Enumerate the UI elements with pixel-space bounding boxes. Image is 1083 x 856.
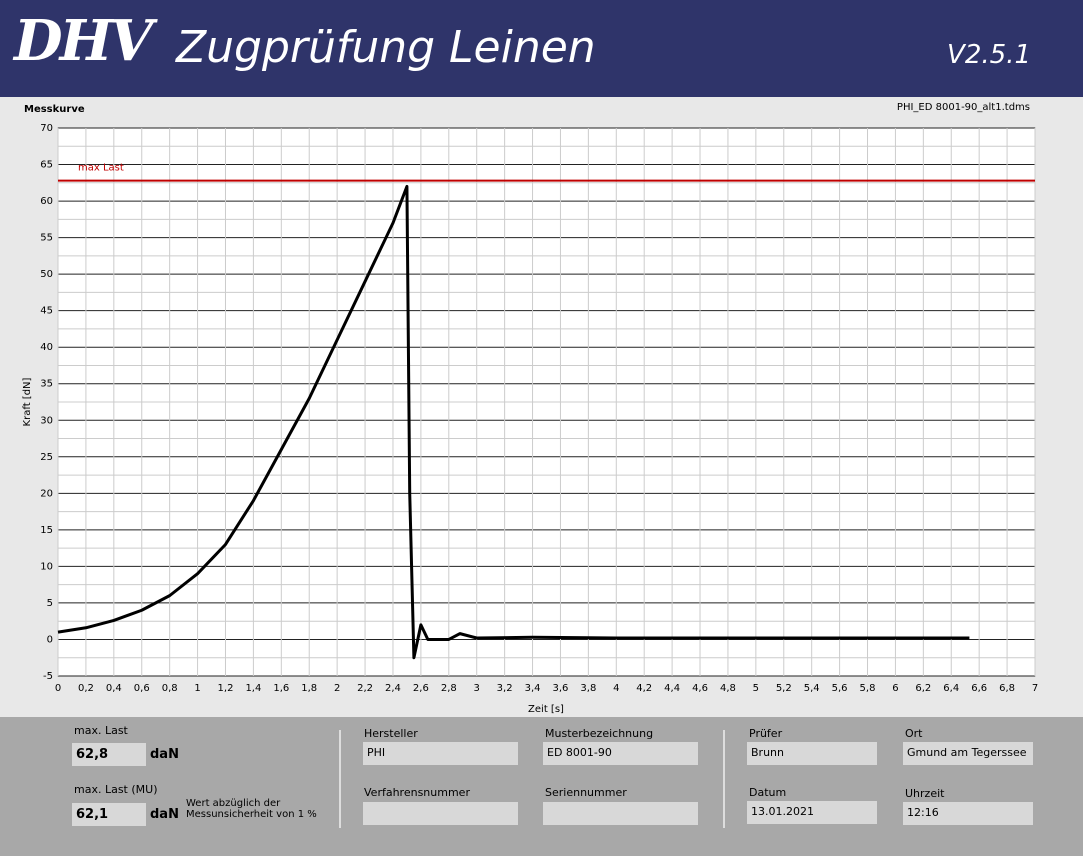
x-tick-label: 6,6 xyxy=(971,683,987,694)
x-tick-label: 0 xyxy=(55,683,61,694)
field-value: 62,8 xyxy=(72,743,146,766)
y-tick-label: 50 xyxy=(40,269,53,280)
version: V2.5.1 xyxy=(947,40,1031,70)
field-value: Brunn xyxy=(747,742,877,765)
chart-panel: Messkurve PHI_ED 8001-90_alt1.tdms Zeit … xyxy=(0,97,1083,717)
x-tick-label: 1,4 xyxy=(245,683,261,694)
x-tick-label: 3,8 xyxy=(580,683,596,694)
field-label: Hersteller xyxy=(364,727,418,740)
y-axis-label: Kraft [dN] xyxy=(22,377,33,426)
field-label: Musterbezeichnung xyxy=(545,727,654,740)
x-tick-label: 1 xyxy=(194,683,200,694)
y-tick-label: 55 xyxy=(40,233,53,244)
field-label: Uhrzeit xyxy=(905,787,945,800)
y-tick-label: 60 xyxy=(40,196,53,207)
field-value: 62,1 xyxy=(72,803,146,826)
field-label: max. Last (MU) xyxy=(74,783,158,796)
x-tick-label: 4,6 xyxy=(692,683,708,694)
field-label: Verfahrensnummer xyxy=(364,786,470,799)
y-tick-label: 25 xyxy=(40,452,53,463)
x-axis-label: Zeit [s] xyxy=(528,704,564,715)
x-tick-label: 4 xyxy=(613,683,619,694)
logo: DHV xyxy=(14,8,153,74)
y-tick-label: 20 xyxy=(40,488,53,499)
field-value xyxy=(543,802,698,825)
field-label: Prüfer xyxy=(749,727,783,740)
separator xyxy=(339,730,341,828)
y-tick-label: 65 xyxy=(40,160,53,171)
x-tick-label: 0,6 xyxy=(134,683,150,694)
x-tick-label: 4,2 xyxy=(636,683,652,694)
header: DHV Zugprüfung Leinen V2.5.1 xyxy=(0,0,1083,97)
x-tick-label: 1,2 xyxy=(218,683,234,694)
x-tick-label: 3,2 xyxy=(497,683,513,694)
chart-title: Messkurve xyxy=(24,104,85,115)
x-tick-label: 3,4 xyxy=(525,683,541,694)
x-tick-label: 2,6 xyxy=(413,683,429,694)
y-tick-label: 15 xyxy=(40,525,53,536)
y-tick-label: 35 xyxy=(40,379,53,390)
y-tick-label: 5 xyxy=(47,598,53,609)
file-name: PHI_ED 8001-90_alt1.tdms xyxy=(897,102,1030,113)
x-tick-label: 4,4 xyxy=(664,683,680,694)
field-label: Datum xyxy=(749,786,787,799)
field-label: Seriennummer xyxy=(545,786,627,799)
x-tick-label: 2,4 xyxy=(385,683,401,694)
x-tick-label: 5,2 xyxy=(776,683,792,694)
x-tick-label: 1,6 xyxy=(273,683,289,694)
field-label: max. Last xyxy=(74,724,128,737)
x-tick-label: 7 xyxy=(1032,683,1038,694)
y-tick-label: 10 xyxy=(40,561,53,572)
y-tick-label: 0 xyxy=(47,634,53,645)
x-tick-label: 6 xyxy=(892,683,898,694)
x-tick-label: 0,8 xyxy=(162,683,178,694)
note: Wert abzüglich der Messunsicherheit von … xyxy=(186,798,317,820)
field-value: ED 8001-90 xyxy=(543,742,698,765)
x-tick-label: 6,4 xyxy=(943,683,959,694)
field-value: PHI xyxy=(363,742,518,765)
y-tick-label: 30 xyxy=(40,415,53,426)
x-tick-label: 2,8 xyxy=(441,683,457,694)
x-tick-label: 3,6 xyxy=(553,683,569,694)
x-tick-label: 0,2 xyxy=(78,683,94,694)
force-curve xyxy=(57,184,970,660)
x-tick-label: 5,4 xyxy=(804,683,820,694)
field-label: Ort xyxy=(905,727,923,740)
x-tick-label: 6,8 xyxy=(999,683,1015,694)
x-tick-label: 5 xyxy=(753,683,759,694)
chart: Messkurve PHI_ED 8001-90_alt1.tdms Zeit … xyxy=(22,102,1038,715)
separator xyxy=(723,730,725,828)
y-tick-label: 70 xyxy=(40,123,53,134)
field-value: 12:16 xyxy=(903,802,1033,825)
x-tick-label: 1,8 xyxy=(301,683,317,694)
app-title: Zugprüfung Leinen xyxy=(176,22,596,73)
x-tick-label: 3 xyxy=(474,683,480,694)
y-tick-label: -5 xyxy=(43,671,53,682)
field-value: 13.01.2021 xyxy=(747,801,877,824)
field-value xyxy=(363,802,518,825)
annotation: max Last xyxy=(78,163,124,174)
x-tick-label: 5,8 xyxy=(860,683,876,694)
x-tick-label: 2,2 xyxy=(357,683,373,694)
x-tick-label: 4,8 xyxy=(720,683,736,694)
x-tick-label: 6,2 xyxy=(915,683,931,694)
unit: daN xyxy=(150,747,179,762)
y-tick-label: 40 xyxy=(40,342,53,353)
unit: daN xyxy=(150,807,179,822)
y-tick-label: 45 xyxy=(40,306,53,317)
x-tick-label: 0,4 xyxy=(106,683,122,694)
x-tick-label: 2 xyxy=(334,683,340,694)
x-tick-label: 5,6 xyxy=(832,683,848,694)
field-value: Gmund am Tegerssee xyxy=(903,742,1033,765)
